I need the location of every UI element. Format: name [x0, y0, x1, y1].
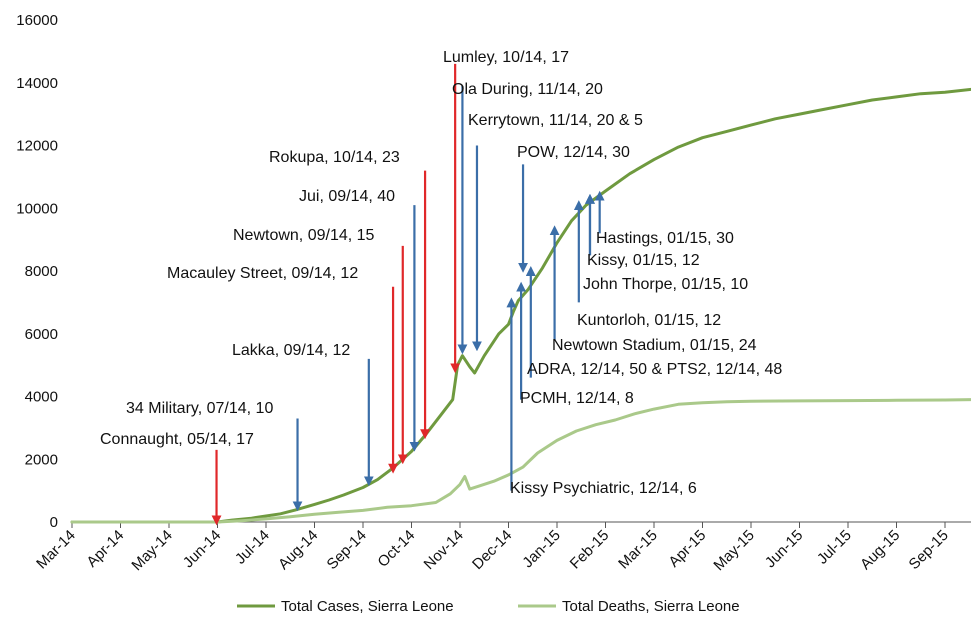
series-line-total-deaths: [70, 398, 971, 524]
y-tick-label: 14000: [16, 75, 58, 92]
annotation-label: Newtown Stadium, 01/15, 24: [552, 337, 757, 354]
y-tick-label: 6000: [25, 326, 58, 343]
x-tick-label: Mar-15: [615, 527, 661, 573]
series-line-total-cases: [70, 87, 971, 524]
annotation-label: Lakka, 09/14, 12: [232, 342, 350, 359]
y-tick-label: 10000: [16, 200, 58, 217]
y-tick-label: 8000: [25, 263, 58, 280]
x-tick-label: Jul-15: [814, 527, 855, 568]
x-tick-label: Sep-14: [324, 527, 370, 573]
x-tick-label: Aug-15: [857, 527, 903, 573]
annotation-label: Rokupa, 10/14, 23: [269, 149, 400, 166]
y-tick-label: 12000: [16, 138, 58, 155]
x-tick-label: Oct-14: [374, 527, 418, 571]
annotation-label: John Thorpe, 01/15, 10: [583, 276, 748, 293]
annotation-label: Macauley Street, 09/14, 12: [167, 265, 358, 282]
x-tick-label: May-15: [710, 527, 757, 574]
annotation-label: Kissy, 01/15, 12: [587, 252, 700, 269]
annotation-label: ADRA, 12/14, 50 & PTS2, 12/14, 48: [527, 361, 782, 378]
y-tick-label: 0: [50, 514, 58, 531]
x-tick-label: May-14: [128, 527, 175, 574]
annotation-label: POW, 12/14, 30: [517, 144, 630, 161]
annotation-label: Kissy Psychiatric, 12/14, 6: [510, 480, 697, 497]
legend: Total Cases, Sierra Leone Total Deaths, S…: [237, 598, 740, 615]
y-tick-label: 16000: [16, 12, 58, 29]
y-tick-label: 4000: [25, 389, 58, 406]
series-group: [70, 87, 971, 524]
annotation-label: Kuntorloh, 01/15, 12: [577, 312, 721, 329]
annotation-label: Newtown, 09/14, 15: [233, 227, 375, 244]
x-tick-label: Aug-14: [275, 527, 321, 573]
annotation-label: Jui, 09/14, 40: [299, 188, 395, 205]
annotation-label: Hastings, 01/15, 30: [596, 230, 734, 247]
x-tick-label: Jan-15: [519, 527, 563, 571]
annotation-label: Kerrytown, 11/14, 20 & 5: [468, 112, 643, 129]
annotation-label: Ola During, 11/14, 20: [452, 81, 603, 98]
x-tick-label: Jul-14: [232, 527, 273, 568]
legend-label: Total Cases, Sierra Leone: [281, 598, 454, 615]
x-tick-label: Apr-15: [665, 527, 709, 571]
x-tick-label: Nov-14: [421, 527, 467, 573]
annotation-label: 34 Military, 07/14, 10: [126, 400, 273, 417]
annotations-group: Connaught, 05/14, 17 34 Military, 07/14, …: [100, 49, 782, 526]
x-tick-label: Jun-15: [762, 527, 806, 571]
x-tick-label: Apr-14: [83, 527, 127, 571]
x-tick-label: Feb-15: [567, 527, 613, 573]
annotation-label: Lumley, 10/14, 17: [443, 49, 569, 66]
x-tick-label: Dec-14: [469, 527, 515, 573]
x-tick-label: Sep-15: [906, 527, 952, 573]
x-tick-label: Jun-14: [180, 527, 224, 571]
annotation-label: Connaught, 05/14, 17: [100, 431, 254, 448]
x-tick-label: Mar-14: [33, 527, 79, 573]
y-tick-label: 2000: [25, 451, 58, 468]
annotation-label: PCMH, 12/14, 8: [520, 390, 634, 407]
legend-label: Total Deaths, Sierra Leone: [562, 598, 740, 615]
